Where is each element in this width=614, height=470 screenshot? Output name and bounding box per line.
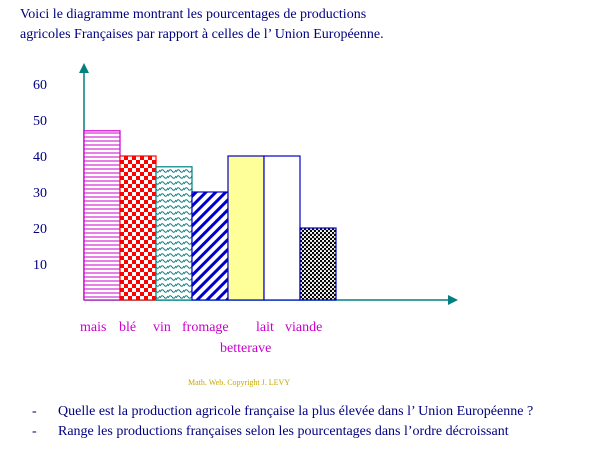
category-label: betterave <box>220 341 271 356</box>
category-label: blé <box>119 320 136 335</box>
intro-text: Voici le diagramme montrant les pourcent… <box>20 5 384 45</box>
category-label: lait <box>256 320 274 335</box>
y-axis-arrow <box>79 63 89 73</box>
question-text: Quelle est la production agricole frança… <box>58 404 534 419</box>
bar-lait <box>263 155 301 301</box>
copyright-text: Math. Web. Copyright J. LEVY <box>188 378 291 387</box>
bar-fromage <box>191 191 229 301</box>
question-item: - Quelle est la production agricole franç… <box>32 402 533 422</box>
y-tick-label: 60 <box>33 78 47 93</box>
y-tick-label: 20 <box>33 222 47 237</box>
bar-vin <box>155 166 193 301</box>
category-label: fromage <box>182 320 229 335</box>
category-label: vin <box>153 320 171 335</box>
y-tick-label: 50 <box>33 114 47 129</box>
intro-line-1: Voici le diagramme montrant les pourcent… <box>20 7 367 22</box>
y-tick-label: 10 <box>33 258 47 273</box>
bar-blé <box>119 155 157 301</box>
questions-list: - Quelle est la production agricole franç… <box>32 402 533 442</box>
question-text: Range les productions françaises selon l… <box>58 424 509 439</box>
question-bullet: - <box>32 424 37 439</box>
category-label: viande <box>285 320 322 335</box>
question-bullet: - <box>32 404 37 419</box>
intro-line-2: agricoles Françaises par rapport à celle… <box>20 27 384 42</box>
y-tick-label: 40 <box>33 150 47 165</box>
x-axis-arrow <box>448 295 458 305</box>
bar-mais <box>83 130 121 301</box>
category-label: mais <box>80 320 106 335</box>
bar-viande <box>299 227 337 301</box>
y-tick-label: 30 <box>33 186 47 201</box>
question-item: - Range les productions françaises selon … <box>32 422 533 442</box>
bar-betterave <box>227 155 265 301</box>
